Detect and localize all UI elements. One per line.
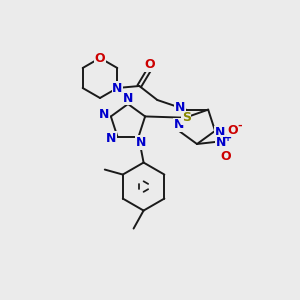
Text: N: N bbox=[174, 118, 184, 131]
Text: +: + bbox=[224, 133, 232, 143]
Text: N: N bbox=[216, 136, 226, 148]
Text: N: N bbox=[215, 126, 225, 140]
Text: N: N bbox=[175, 101, 185, 114]
Text: O: O bbox=[221, 149, 231, 163]
Text: N: N bbox=[135, 136, 146, 149]
Text: O: O bbox=[144, 58, 154, 71]
Text: N: N bbox=[112, 82, 122, 94]
Text: N: N bbox=[123, 92, 133, 104]
Text: N: N bbox=[99, 108, 109, 121]
Text: O: O bbox=[228, 124, 238, 136]
Text: -: - bbox=[238, 121, 242, 131]
Text: N: N bbox=[106, 132, 117, 145]
Text: S: S bbox=[182, 111, 191, 124]
Text: O: O bbox=[95, 52, 105, 64]
